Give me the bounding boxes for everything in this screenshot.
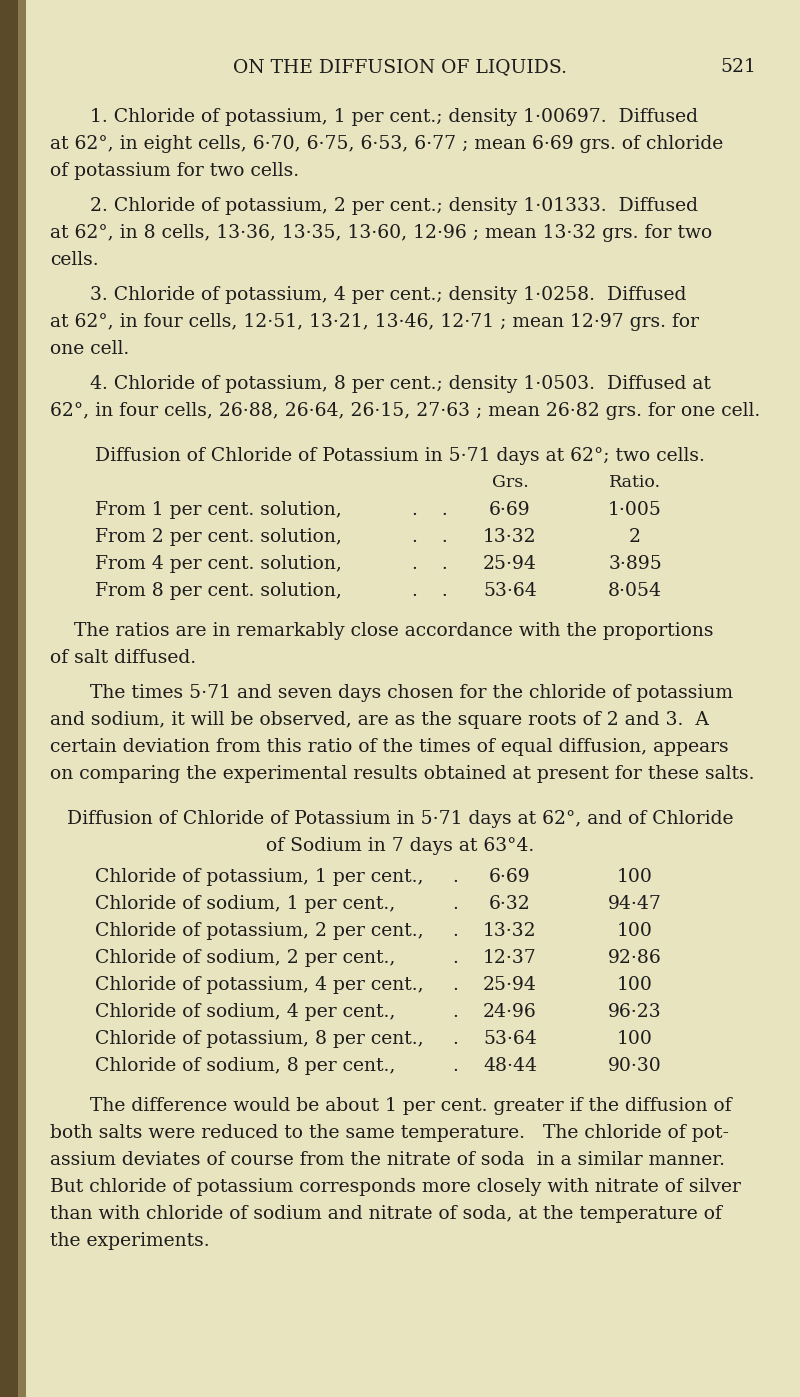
Text: 1·005: 1·005 [608, 502, 662, 520]
Text: 24·96: 24·96 [483, 1003, 537, 1021]
Text: than with chloride of sodium and nitrate of soda, at the temperature of: than with chloride of sodium and nitrate… [50, 1206, 722, 1222]
Text: Ratio.: Ratio. [609, 474, 661, 490]
Text: From 1 per cent. solution,: From 1 per cent. solution, [95, 502, 342, 520]
Text: one cell.: one cell. [50, 339, 130, 358]
Text: Chloride of potassium, 2 per cent.,: Chloride of potassium, 2 per cent., [95, 922, 424, 940]
Text: 90·30: 90·30 [608, 1058, 662, 1076]
Text: .    .: . . [412, 502, 448, 520]
Text: 96·23: 96·23 [608, 1003, 662, 1021]
Text: .: . [452, 977, 458, 995]
Text: 1. Chloride of potassium, 1 per cent.; density 1·00697.  Diffused: 1. Chloride of potassium, 1 per cent.; d… [90, 108, 698, 126]
Text: 6·69: 6·69 [489, 502, 531, 520]
Text: The times 5·71 and seven days chosen for the chloride of potassium: The times 5·71 and seven days chosen for… [90, 685, 733, 703]
Text: Chloride of sodium, 8 per cent.,: Chloride of sodium, 8 per cent., [95, 1058, 395, 1076]
Text: at 62°, in eight cells, 6·70, 6·75, 6·53, 6·77 ; mean 6·69 grs. of chloride: at 62°, in eight cells, 6·70, 6·75, 6·53… [50, 136, 723, 154]
Text: From 4 per cent. solution,: From 4 per cent. solution, [95, 555, 342, 573]
Text: .    .: . . [412, 528, 448, 546]
Text: at 62°, in four cells, 12·51, 13·21, 13·46, 12·71 ; mean 12·97 grs. for: at 62°, in four cells, 12·51, 13·21, 13·… [50, 313, 699, 331]
Text: Chloride of potassium, 1 per cent.,: Chloride of potassium, 1 per cent., [95, 868, 423, 886]
Bar [18, 0, 26, 1397]
Text: .: . [452, 895, 458, 914]
Text: 25·94: 25·94 [483, 977, 537, 995]
Text: 48·44: 48·44 [483, 1058, 537, 1076]
Text: 53·64: 53·64 [483, 1030, 537, 1048]
Text: 100: 100 [617, 977, 653, 995]
Text: ON THE DIFFUSION OF LIQUIDS.: ON THE DIFFUSION OF LIQUIDS. [233, 59, 567, 75]
Text: Chloride of potassium, 4 per cent.,: Chloride of potassium, 4 per cent., [95, 977, 424, 995]
Text: 62°, in four cells, 26·88, 26·64, 26·15, 27·63 ; mean 26·82 grs. for one cell.: 62°, in four cells, 26·88, 26·64, 26·15,… [50, 402, 760, 420]
Text: both salts were reduced to the same temperature.   The chloride of pot-: both salts were reduced to the same temp… [50, 1125, 729, 1141]
Text: of Sodium in 7 days at 63°4.: of Sodium in 7 days at 63°4. [266, 837, 534, 855]
Text: .: . [452, 922, 458, 940]
Text: Diffusion of Chloride of Potassium in 5·71 days at 62°, and of Chloride: Diffusion of Chloride of Potassium in 5·… [66, 810, 734, 828]
Text: 100: 100 [617, 1030, 653, 1048]
Text: .: . [452, 868, 458, 886]
Text: 100: 100 [617, 868, 653, 886]
Text: of salt diffused.: of salt diffused. [50, 650, 196, 666]
Text: and sodium, it will be observed, are as the square roots of 2 and 3.  A: and sodium, it will be observed, are as … [50, 711, 709, 729]
Text: From 2 per cent. solution,: From 2 per cent. solution, [95, 528, 342, 546]
Text: .    .: . . [412, 555, 448, 573]
Text: .: . [452, 1030, 458, 1048]
Text: certain deviation from this ratio of the times of equal diffusion, appears: certain deviation from this ratio of the… [50, 738, 729, 756]
Text: The ratios are in remarkably close accordance with the proportions: The ratios are in remarkably close accor… [50, 622, 714, 640]
Text: 94·47: 94·47 [608, 895, 662, 914]
Text: Grs.: Grs. [492, 474, 528, 490]
Text: 13·32: 13·32 [483, 528, 537, 546]
Text: From 8 per cent. solution,: From 8 per cent. solution, [95, 583, 342, 599]
Text: 12·37: 12·37 [483, 949, 537, 967]
Text: 4. Chloride of potassium, 8 per cent.; density 1·0503.  Diffused at: 4. Chloride of potassium, 8 per cent.; d… [90, 374, 711, 393]
Text: 8·054: 8·054 [608, 583, 662, 599]
Text: at 62°, in 8 cells, 13·36, 13·35, 13·60, 12·96 ; mean 13·32 grs. for two: at 62°, in 8 cells, 13·36, 13·35, 13·60,… [50, 224, 712, 242]
Text: 3·895: 3·895 [608, 555, 662, 573]
Text: Chloride of sodium, 4 per cent.,: Chloride of sodium, 4 per cent., [95, 1003, 395, 1021]
Text: Chloride of potassium, 8 per cent.,: Chloride of potassium, 8 per cent., [95, 1030, 424, 1048]
Text: 100: 100 [617, 922, 653, 940]
Text: of potassium for two cells.: of potassium for two cells. [50, 162, 299, 180]
Text: 92·86: 92·86 [608, 949, 662, 967]
Text: .: . [452, 1058, 458, 1076]
Bar [0, 0, 18, 1397]
Text: But chloride of potassium corresponds more closely with nitrate of silver: But chloride of potassium corresponds mo… [50, 1178, 741, 1196]
Text: assium deviates of course from the nitrate of soda  in a similar manner.: assium deviates of course from the nitra… [50, 1151, 725, 1169]
Text: 2. Chloride of potassium, 2 per cent.; density 1·01333.  Diffused: 2. Chloride of potassium, 2 per cent.; d… [90, 197, 698, 215]
Text: .: . [452, 949, 458, 967]
Text: The difference would be about 1 per cent. greater if the diffusion of: The difference would be about 1 per cent… [90, 1097, 732, 1115]
Text: 25·94: 25·94 [483, 555, 537, 573]
Text: 6·69: 6·69 [489, 868, 531, 886]
Text: 13·32: 13·32 [483, 922, 537, 940]
Text: cells.: cells. [50, 251, 98, 270]
Text: 521: 521 [720, 59, 756, 75]
Text: on comparing the experimental results obtained at present for these salts.: on comparing the experimental results ob… [50, 766, 754, 782]
Text: Chloride of sodium, 1 per cent.,: Chloride of sodium, 1 per cent., [95, 895, 395, 914]
Text: the experiments.: the experiments. [50, 1232, 210, 1250]
Text: Chloride of sodium, 2 per cent.,: Chloride of sodium, 2 per cent., [95, 949, 395, 967]
Text: 6·32: 6·32 [489, 895, 531, 914]
Text: Diffusion of Chloride of Potassium in 5·71 days at 62°; two cells.: Diffusion of Chloride of Potassium in 5·… [95, 447, 705, 465]
Text: 2: 2 [629, 528, 641, 546]
Text: .    .: . . [412, 583, 448, 599]
Text: 53·64: 53·64 [483, 583, 537, 599]
Text: 3. Chloride of potassium, 4 per cent.; density 1·0258.  Diffused: 3. Chloride of potassium, 4 per cent.; d… [90, 286, 686, 305]
Text: .: . [452, 1003, 458, 1021]
